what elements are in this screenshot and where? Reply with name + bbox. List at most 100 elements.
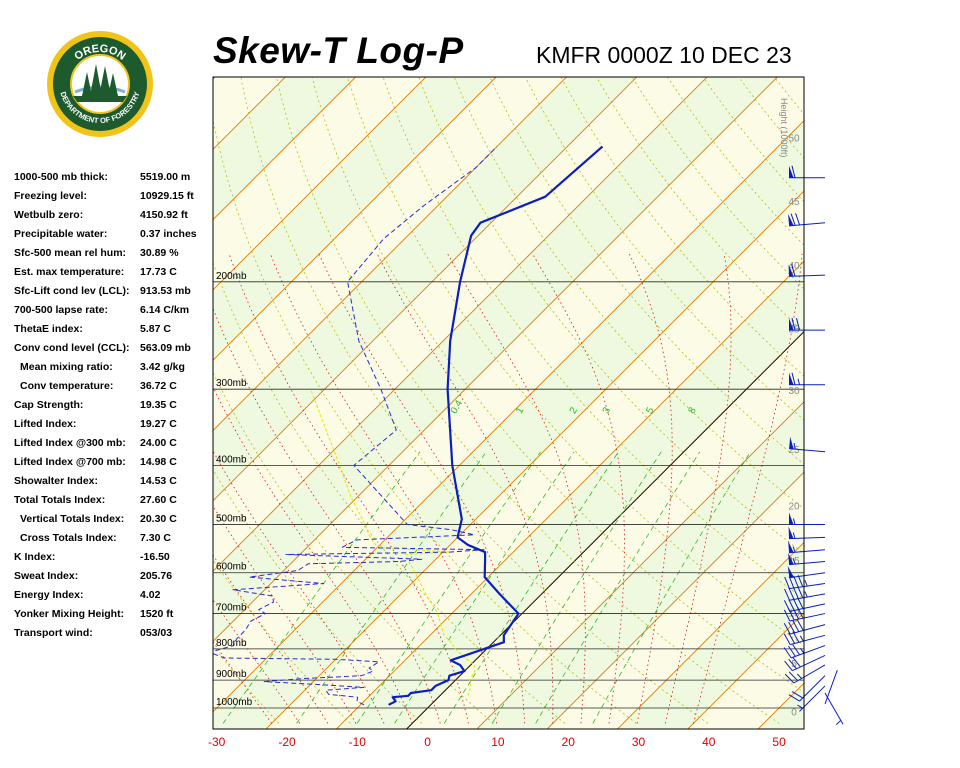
dry-adiabat-line [213, 118, 637, 724]
wind-barb [788, 317, 826, 331]
wind-barb-feather [792, 656, 801, 668]
wind-barb [788, 213, 826, 227]
index-value: 5519.00 m [140, 171, 191, 183]
temperature-tick-label: -10 [349, 735, 367, 749]
index-label: Energy Index: [14, 589, 84, 601]
index-label: Vertical Totals Index: [20, 513, 125, 525]
wind-barb-feather [784, 576, 790, 589]
temperature-tick-label: 10 [491, 735, 505, 749]
moist-adiabat-line [228, 253, 469, 724]
wind-barb-half-feather [792, 532, 796, 539]
wind-barb [784, 586, 826, 601]
wind-barb [824, 670, 838, 705]
index-label: Sfc-Lift cond lev (LCL): [14, 285, 130, 297]
wind-barb-feather [795, 213, 801, 226]
temperature-tick-label: 50 [772, 735, 786, 749]
wind-barb-feather [797, 597, 804, 609]
wind-barb-feather [788, 599, 795, 611]
index-label: Lifted Index: [14, 418, 77, 430]
dry-adiabat-line [213, 559, 351, 724]
index-row: Conv cond level (CCL): 563.09 mb [14, 339, 214, 358]
height-tick-label: 40 [788, 261, 800, 272]
wind-barb [788, 165, 826, 179]
isotherm-line [213, 77, 216, 80]
wind-barb-staff [791, 645, 826, 659]
wind-barb-feather [788, 645, 796, 657]
index-label: Freezing level: [14, 190, 87, 202]
pressure-tick-label: 600mb [216, 562, 247, 573]
isotherm-line [213, 77, 427, 291]
wind-barb [784, 654, 826, 672]
index-label: Lifted Index @300 mb: [14, 437, 126, 449]
wind-barb-feather [791, 165, 796, 178]
index-row: K Index: -16.50 [14, 548, 214, 567]
wind-barb [788, 526, 826, 540]
index-label: K Index: [14, 551, 56, 563]
index-value: 14.98 C [140, 456, 177, 468]
index-value: 17.73 C [140, 266, 177, 278]
wind-barb [783, 597, 826, 612]
moist-adiabat-line [270, 253, 497, 724]
moist-adiabat-line [213, 386, 413, 724]
wind-barb [788, 552, 826, 566]
isotherm-line [213, 77, 779, 643]
wind-barb-feather [793, 575, 799, 588]
index-row: 1000-500 mb thick: 5519.00 m [14, 168, 214, 187]
height-tick-label: 10 [788, 608, 800, 619]
index-value: 053/03 [140, 627, 173, 639]
mixing-ratio-label: 2 [568, 405, 581, 416]
wind-barb-feather [783, 647, 792, 659]
isotherm-line [213, 77, 638, 502]
index-label: Mean mixing ratio: [20, 361, 113, 373]
index-value: 205.76 [140, 570, 173, 582]
index-value: -16.50 [140, 551, 170, 563]
index-value: 0.37 inches [140, 228, 197, 240]
mixing-ratio-line [222, 451, 421, 724]
index-label: Total Totals Index: [14, 494, 106, 506]
index-label: ThetaE index: [14, 323, 83, 335]
index-value: 4.02 [140, 589, 161, 601]
pressure-tick-label: 700mb [216, 603, 247, 614]
pressure-tick-label: 400mb [216, 454, 247, 465]
stability-indices-panel: 1000-500 mb thick: 5519.00 m Freezing leve… [14, 168, 214, 643]
wind-barb-feather [783, 622, 791, 635]
isotherm-band [213, 77, 215, 79]
wind-barb-feather [788, 694, 800, 702]
index-label: Transport wind: [14, 627, 93, 639]
wind-barb-feather [784, 673, 795, 684]
wind-barb-pennant [788, 213, 794, 226]
svg-text:OREGON: OREGON [72, 43, 127, 63]
moist-adiabat-line [213, 554, 329, 724]
pressure-tick-label: 800mb [216, 638, 247, 649]
height-tick-label: 25 [788, 445, 800, 456]
isotherm-band [823, 72, 960, 734]
wind-barb-feather [784, 660, 793, 672]
index-value: 913.53 mb [140, 285, 191, 297]
moist-adiabat-line [213, 307, 441, 724]
index-value: 3.42 g/kg [140, 361, 185, 373]
dry-adiabat-line [311, 77, 804, 693]
wind-barb-staff [790, 634, 826, 646]
chart-title: Skew-T Log-P [213, 30, 464, 71]
index-row: Conv temperature: 36.72 C [14, 377, 214, 396]
wind-barb-staff [824, 670, 838, 705]
dry-adiabat-line [0, 70, 136, 723]
index-label: Sweat Index: [14, 570, 79, 582]
index-label: Conv cond level (CCL): [14, 342, 130, 354]
wind-barb-half-feather [793, 443, 796, 450]
height-tick-label: 45 [788, 197, 800, 208]
wind-barb-feather [788, 658, 797, 670]
wind-barb-half-feather [804, 591, 808, 598]
index-label: Wetbulb zero: [14, 209, 84, 221]
wind-barb-feather [784, 588, 790, 601]
wind-barb-feather [788, 576, 795, 589]
index-row: Sweat Index: 205.76 [14, 567, 214, 586]
isotherm-band [0, 72, 150, 734]
isotherm-line [546, 471, 804, 729]
index-value: 10929.15 ft [140, 190, 194, 202]
wind-barb-half-feather [804, 580, 808, 587]
dry-adiabat-line [804, 70, 960, 723]
moist-adiabat-line [693, 253, 803, 724]
index-row: Lifted Index @700 mb: 14.98 C [14, 453, 214, 472]
